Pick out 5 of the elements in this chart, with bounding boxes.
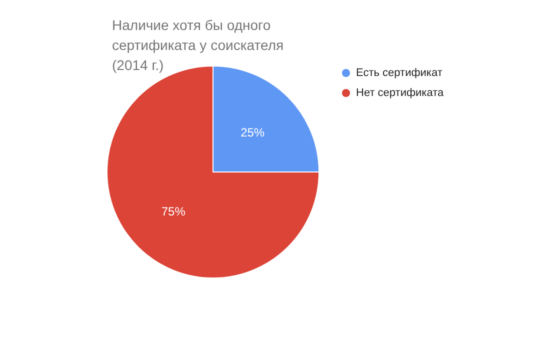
legend-label: Нет сертификата <box>356 87 445 99</box>
legend-label: Есть сертификат <box>356 67 442 79</box>
data-label: 25% <box>240 125 265 140</box>
data-label: 75% <box>161 204 186 219</box>
chart-title: Наличие хотя бы одного сертификата у соискателя (2014 г.) <box>112 17 288 73</box>
